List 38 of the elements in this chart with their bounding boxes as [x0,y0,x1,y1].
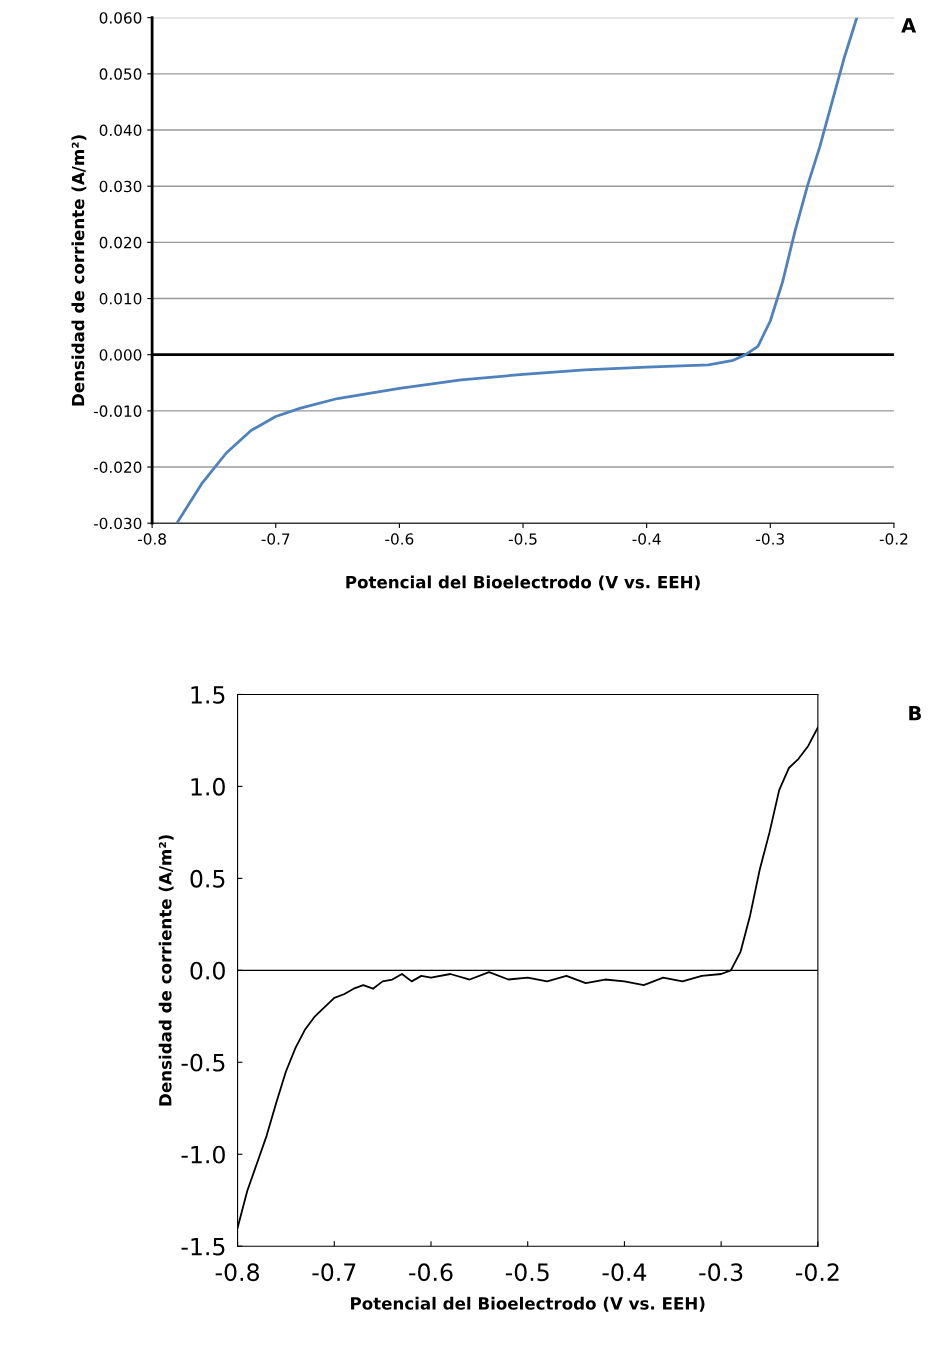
x-tick-label: -0.4 [602,1263,647,1282]
line-series [175,17,859,524]
y-tick-label: 0.0 [190,961,225,980]
x-axis-title: Potencial del Bioelectrodo (V vs. EEH) [351,1296,705,1312]
x-tick-label: -0.7 [261,533,290,545]
y-tick-label: -0.010 [93,405,142,417]
x-tick-label: -0.3 [756,533,784,545]
x-tick-label: -0.5 [505,1263,549,1282]
y-axis-title: Densidad de corriente (A/m²) [158,835,174,1106]
y-tick-label: 1.5 [191,686,225,704]
y-tick-label: 0.000 [99,349,142,361]
x-tick-label: -0.2 [795,1263,839,1282]
y-tick-label: -0.030 [93,517,142,530]
y-tick-label: -1.0 [181,1145,225,1164]
y-tick-label: 0.050 [99,68,142,80]
y-tick-label: 0.030 [99,180,142,193]
x-tick-label: -0.4 [632,533,661,545]
y-tick-label: -0.020 [93,461,142,474]
x-tick-label: -0.3 [699,1263,743,1282]
y-tick-label: -1.5 [181,1237,225,1256]
x-tick-label: -0.7 [312,1263,356,1282]
x-tick-label: -0.6 [385,533,414,545]
y-tick-label: 0.020 [99,236,142,249]
text: B [909,706,921,721]
text: A [901,18,917,33]
x-tick-label: -0.8 [137,533,166,545]
y-tick-label: 0.010 [99,292,142,305]
y-tick-label: 0.060 [99,12,142,24]
y-tick-label: -0.5 [181,1053,225,1072]
y-tick-label: 0.5 [190,869,225,888]
y-tick-label: 0.040 [99,124,142,137]
x-tick-label: -0.5 [508,533,537,545]
x-tick-label: -0.8 [215,1263,259,1282]
x-tick-label: -0.6 [409,1263,453,1282]
y-tick-label: 1.0 [191,777,225,796]
x-tick-label: -0.2 [879,533,908,545]
y-axis-title: Densidad de corriente (A/m²) [71,135,87,406]
x-axis-title: Potencial del Bioelectrodo (V vs. EEH) [346,575,700,591]
